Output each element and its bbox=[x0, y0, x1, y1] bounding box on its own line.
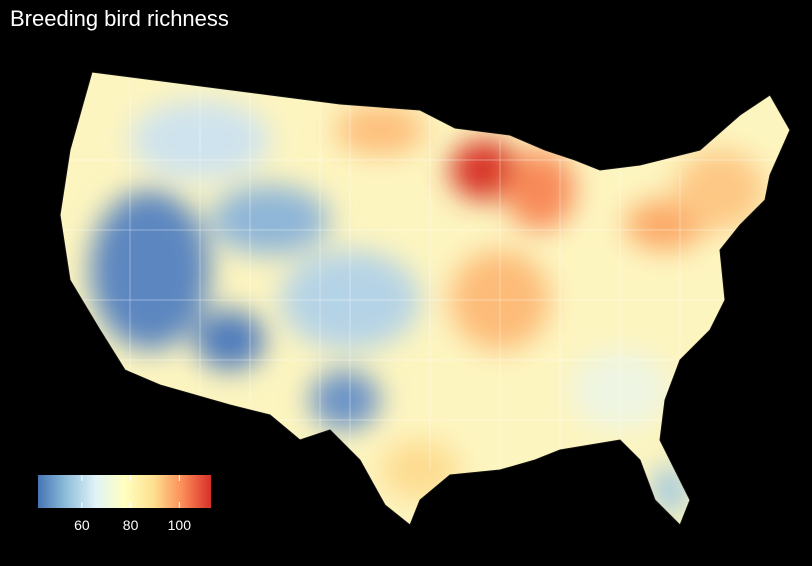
colorbar-tick-label: 80 bbox=[123, 517, 139, 533]
colorbar-ticks: 60 80 100 bbox=[74, 475, 191, 533]
colorbar bbox=[38, 475, 211, 508]
country-outline bbox=[59, 71, 791, 526]
title: Breeding bird richness bbox=[10, 6, 229, 31]
colorbar-tick-label: 60 bbox=[74, 517, 90, 533]
map-regions bbox=[60, 72, 790, 525]
state-borders bbox=[60, 72, 790, 470]
colorbar-tick-label: 100 bbox=[168, 517, 192, 533]
